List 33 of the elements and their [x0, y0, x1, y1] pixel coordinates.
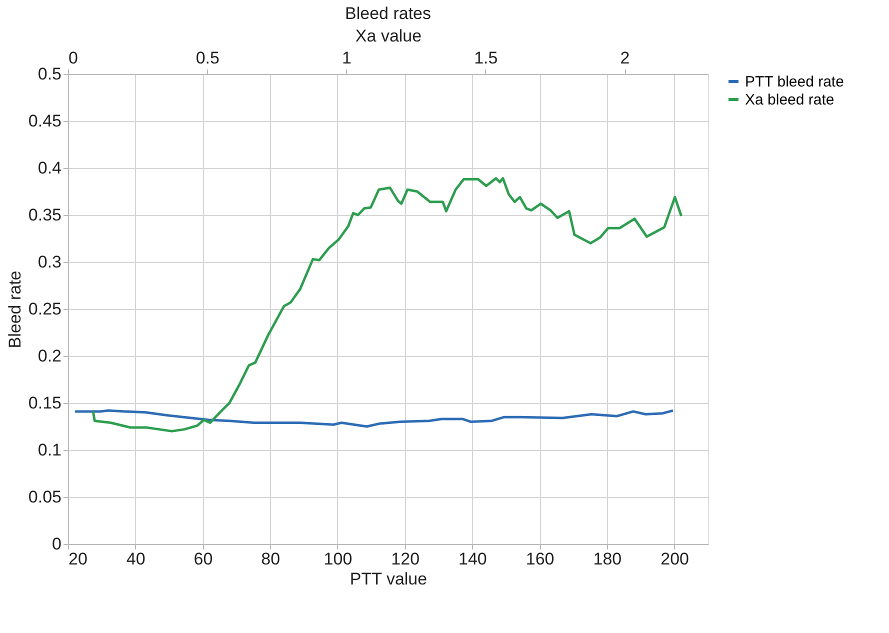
- y-tick-label: 0.4: [38, 158, 62, 178]
- y-tick-label: 0.15: [28, 394, 62, 412]
- x-tick-label: 140: [458, 550, 487, 568]
- x2-tick-label: 0.5: [196, 48, 220, 68]
- y-tick-label: 0.3: [38, 252, 62, 272]
- x2-tick-label: 1: [342, 48, 352, 68]
- x-tick-label: 120: [391, 550, 420, 568]
- chart-title: Bleed rates: [345, 4, 431, 23]
- legend-label: PTT bleed rate: [745, 74, 844, 90]
- x2-axis-title: Xa value: [355, 26, 422, 46]
- x2-tick-label: 1.5: [474, 48, 498, 68]
- x2-tick-label: 2: [620, 48, 630, 68]
- x-axis-title: PTT value: [350, 570, 428, 588]
- y-tick-label: 0.2: [38, 346, 62, 366]
- line-series: [74, 409, 674, 428]
- y-tick-label: 0.05: [28, 488, 62, 506]
- x-tick-label: 160: [526, 550, 554, 568]
- x-tick-label: 40: [126, 550, 146, 568]
- y-tick-label: 0.45: [28, 112, 62, 130]
- x-tick-label: 60: [194, 550, 213, 568]
- y-tick-label: 0.25: [28, 300, 62, 318]
- y-tick-label: 0.5: [38, 64, 62, 84]
- x-tick-label: 180: [593, 550, 622, 568]
- x-tick-label: 20: [68, 550, 88, 568]
- y-tick-label: 0.35: [28, 206, 62, 224]
- y-tick-label: 0.1: [38, 440, 62, 460]
- x-tick-label: 80: [261, 550, 280, 568]
- x-tick-label: 100: [324, 550, 352, 568]
- y-tick-label: 0: [52, 534, 62, 554]
- y-axis-title: Bleed rate: [5, 270, 24, 348]
- x-tick-label: 200: [660, 550, 690, 568]
- legend-label: Xa bleed rate: [745, 92, 834, 108]
- x2-tick-label: 0: [68, 48, 78, 68]
